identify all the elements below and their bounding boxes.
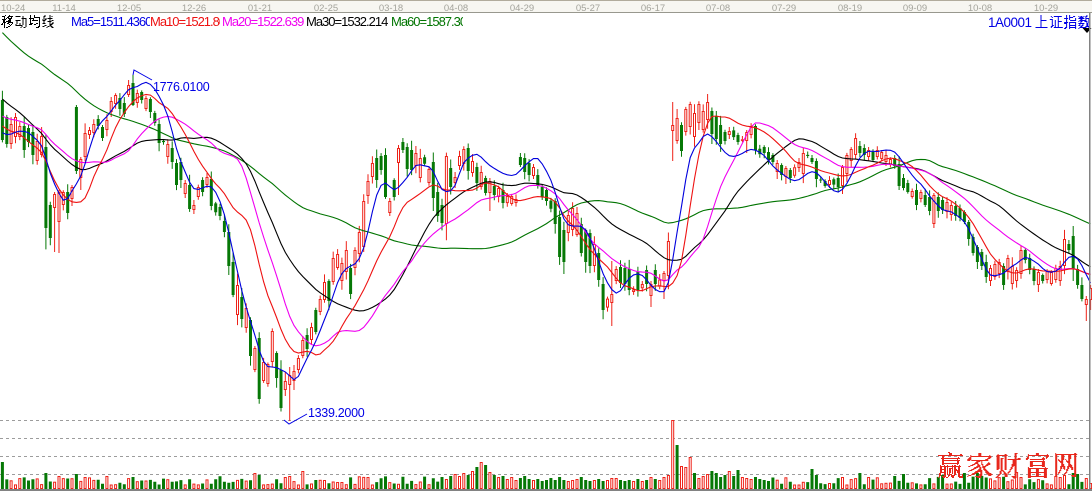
svg-text:10-24: 10-24 [1,3,25,14]
svg-text:Ma60=1587.3044: Ma60=1587.3044 [391,14,479,29]
svg-text:10-08: 10-08 [968,3,992,14]
svg-text:12-26: 12-26 [182,3,206,14]
svg-text:12-05: 12-05 [117,3,141,14]
svg-text:1339.2000: 1339.2000 [308,406,365,420]
svg-text:Ma5=1511.4360: Ma5=1511.4360 [71,14,152,29]
svg-text:02-25: 02-25 [314,3,338,14]
svg-text:08-19: 08-19 [838,3,862,14]
svg-text:04-08: 04-08 [444,3,468,14]
svg-text:03-18: 03-18 [379,3,403,14]
svg-text:06-17: 06-17 [641,3,665,14]
svg-text:07-08: 07-08 [706,3,730,14]
svg-text:Ma30=1532.2144: Ma30=1532.2144 [306,14,394,29]
svg-text:01-21: 01-21 [248,3,272,14]
svg-text:Ma20=1522.6399: Ma20=1522.6399 [222,14,310,29]
svg-text:1A0001: 1A0001 [988,15,1032,30]
svg-text:09-09: 09-09 [903,3,927,14]
svg-text:04-29: 04-29 [510,3,534,14]
svg-text:05-27: 05-27 [576,3,600,14]
svg-text:10-29: 10-29 [1034,3,1058,14]
svg-text:11-14: 11-14 [52,3,76,14]
svg-text:07-29: 07-29 [772,3,796,14]
svg-text:Ma10=1521.8066: Ma10=1521.8066 [150,14,238,29]
svg-text:1776.0100: 1776.0100 [153,80,210,94]
